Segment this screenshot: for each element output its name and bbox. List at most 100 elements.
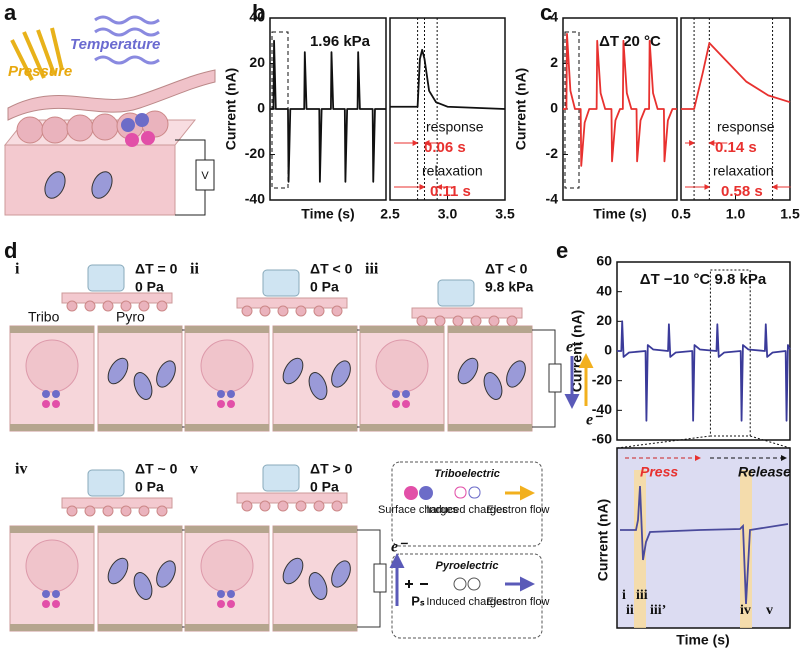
- electrode: [185, 624, 269, 631]
- y-tick-label: -2: [546, 145, 559, 161]
- trace: [617, 320, 791, 422]
- bump: [416, 315, 428, 327]
- y-tick-label: 0: [550, 100, 558, 116]
- charge: [227, 590, 235, 598]
- bump: [66, 505, 78, 517]
- charge: [52, 390, 60, 398]
- dipole: [483, 372, 503, 400]
- dipole: [282, 357, 304, 385]
- electrode: [273, 526, 357, 533]
- legend-item: Pₛ: [411, 593, 425, 608]
- weight: [437, 279, 475, 307]
- x-tick-label: 0.5: [671, 206, 691, 222]
- electron-label: e⁻: [586, 412, 603, 429]
- bump: [241, 500, 253, 512]
- electrode: [185, 424, 269, 431]
- legend-box: [391, 553, 543, 639]
- release-label: Release: [738, 464, 791, 480]
- trace: [270, 39, 386, 183]
- y-tick-label: 60: [596, 253, 612, 269]
- y-tick-label: 0: [604, 342, 612, 358]
- charge: [217, 390, 225, 398]
- subpanel-label: iv: [15, 461, 27, 478]
- bump: [138, 300, 150, 312]
- panel-label: b: [252, 0, 265, 25]
- y-tick-label: 40: [249, 9, 265, 25]
- temperature-label: ΔT > 0: [310, 461, 353, 477]
- panel-label: c: [540, 0, 552, 25]
- charge: [402, 400, 410, 408]
- legend-title: Pyroelectric: [436, 560, 499, 572]
- sphere: [200, 339, 254, 393]
- subpanel-label: v: [190, 461, 198, 478]
- layer-label: Tribo: [28, 309, 60, 325]
- x-tick-label: 1.5: [780, 206, 800, 222]
- pressure-label: 0 Pa: [135, 479, 164, 495]
- charge: [217, 590, 225, 598]
- subpanel-label: ii: [190, 261, 199, 278]
- resistor: [548, 363, 562, 393]
- legend-box: [391, 461, 543, 547]
- sphere: [200, 539, 254, 593]
- subpanel-label: i: [15, 261, 20, 278]
- charge: [42, 590, 50, 598]
- annotation: relaxation: [713, 163, 774, 179]
- bump: [84, 505, 96, 517]
- panel-label: a: [4, 0, 17, 25]
- bump: [488, 315, 500, 327]
- wire: [357, 529, 381, 628]
- trace: [390, 48, 506, 110]
- electron-label: e⁻: [566, 339, 583, 356]
- x-axis-label: Time (s): [593, 206, 646, 222]
- annotation: response: [717, 119, 775, 135]
- pressure-label: 0 Pa: [310, 479, 339, 495]
- bump: [120, 505, 132, 517]
- dipole: [156, 360, 176, 388]
- electrode: [10, 526, 94, 533]
- bump: [313, 500, 325, 512]
- stage-label: v: [766, 603, 773, 618]
- legend-icons: [404, 485, 535, 592]
- y-tick-label: -20: [592, 371, 612, 387]
- top-layer: [7, 69, 216, 121]
- inset: [616, 447, 791, 629]
- x-tick-label: 3.0: [438, 206, 458, 222]
- inset-trace: [620, 485, 789, 605]
- bump: [156, 300, 168, 312]
- stage-label: iii: [636, 588, 648, 603]
- charge: [227, 400, 235, 408]
- electrode: [98, 624, 182, 631]
- bump: [452, 315, 464, 327]
- dipole: [331, 360, 351, 388]
- electrode: [98, 326, 182, 333]
- y-tick-label: 20: [596, 312, 612, 328]
- x-tick-label: 2.5: [380, 206, 400, 222]
- legend-item: Electron flow: [487, 596, 550, 608]
- y-tick-label: -40: [592, 401, 612, 417]
- sphere: [25, 339, 79, 393]
- film: [411, 307, 523, 319]
- annotation: ΔT 20 °C: [599, 33, 661, 50]
- electrode: [185, 526, 269, 533]
- bump: [156, 505, 168, 517]
- zoom-line: [616, 435, 711, 449]
- charge: [42, 390, 50, 398]
- press-band: [634, 470, 646, 628]
- legend-title: Triboelectric: [434, 468, 500, 480]
- legend-item: Surface charges: [378, 504, 459, 516]
- dipole: [44, 171, 66, 199]
- y-axis-label: Current (nA): [223, 68, 239, 150]
- heat-waves: [94, 15, 160, 65]
- charge: [42, 400, 50, 408]
- pressure-arrows: [10, 27, 64, 81]
- charge: [217, 600, 225, 608]
- bump: [277, 500, 289, 512]
- y-tick-label: -60: [592, 431, 612, 447]
- y-tick-label: 20: [249, 54, 265, 70]
- electrode: [273, 326, 357, 333]
- bump: [259, 500, 271, 512]
- y-axis-label: Current (nA): [513, 68, 529, 150]
- weight: [262, 269, 300, 297]
- bottom-layer: [4, 144, 176, 216]
- bump: [506, 315, 518, 327]
